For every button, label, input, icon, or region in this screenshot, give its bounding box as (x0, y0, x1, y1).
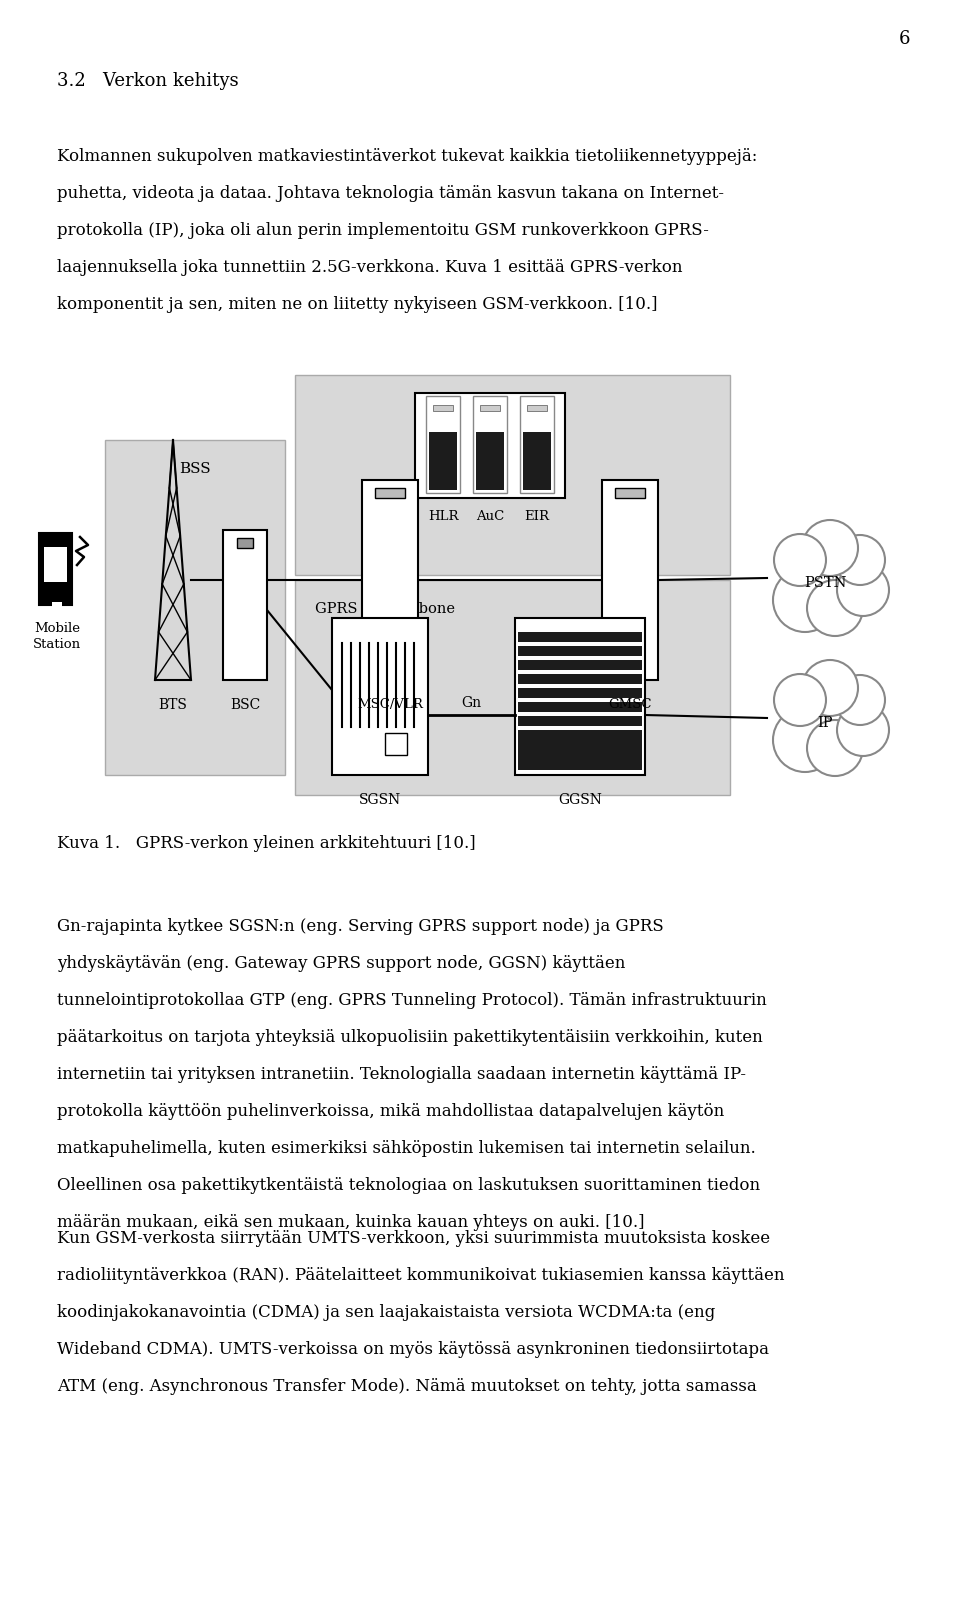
Text: tunnelointiprotokollaa GTP (eng. GPRS Tunneling Protocol). Tämän infrastruktuuri: tunnelointiprotokollaa GTP (eng. GPRS Tu… (57, 993, 767, 1009)
Text: NSS: NSS (495, 397, 529, 411)
Text: HLR: HLR (428, 511, 458, 524)
Bar (518, 716, 642, 725)
Text: koodinjakokanavointia (CDMA) ja sen laajakaistaista versiota WCDMA:ta (eng: koodinjakokanavointia (CDMA) ja sen laaj… (57, 1303, 715, 1321)
Bar (518, 660, 642, 669)
Text: BSS: BSS (180, 463, 211, 475)
Text: protokolla käyttöön puhelinverkoissa, mikä mahdollistaa datapalvelujen käytön: protokolla käyttöön puhelinverkoissa, mi… (57, 1103, 724, 1121)
Bar (476, 432, 504, 490)
Text: EIR: EIR (524, 511, 549, 524)
Text: GMSC: GMSC (609, 698, 652, 711)
Bar (426, 395, 460, 493)
Text: MSC/VLR: MSC/VLR (357, 698, 423, 711)
Circle shape (774, 674, 826, 725)
Bar (602, 480, 658, 680)
Circle shape (802, 660, 858, 716)
Circle shape (837, 704, 889, 756)
Bar (480, 405, 500, 411)
Text: ATM (eng. Asynchronous Transfer Mode). Nämä muutokset on tehty, jotta samassa: ATM (eng. Asynchronous Transfer Mode). N… (57, 1378, 756, 1394)
Bar (295, 375, 730, 575)
Text: päätarkoitus on tarjota yhteyksiä ulkopuolisiin pakettikytentäisiin verkkoihin, : päätarkoitus on tarjota yhteyksiä ulkopu… (57, 1029, 763, 1045)
Circle shape (773, 708, 837, 772)
Text: määrän mukaan, eikä sen mukaan, kuinka kauan yhteys on auki. [10.]: määrän mukaan, eikä sen mukaan, kuinka k… (57, 1214, 644, 1231)
Bar (237, 538, 253, 548)
Bar (518, 744, 642, 754)
Bar (429, 432, 457, 490)
Text: Gn: Gn (462, 696, 482, 709)
Circle shape (774, 535, 826, 586)
Bar (520, 395, 554, 493)
Bar (332, 618, 428, 775)
Text: puhetta, videota ja dataa. Johtava teknologia tämän kasvun takana on Internet-: puhetta, videota ja dataa. Johtava tekno… (57, 186, 724, 202)
Text: 6: 6 (899, 30, 910, 48)
Bar (223, 530, 267, 680)
Text: protokolla (IP), joka oli alun perin implementoitu GSM runkoverkkoon GPRS-: protokolla (IP), joka oli alun perin imp… (57, 223, 708, 239)
Text: komponentit ja sen, miten ne on liitetty nykyiseen GSM-verkkoon. [10.]: komponentit ja sen, miten ne on liitetty… (57, 296, 658, 314)
Text: 3.2   Verkon kehitys: 3.2 Verkon kehitys (57, 72, 239, 90)
Circle shape (835, 676, 885, 725)
Bar (518, 757, 642, 768)
Bar (518, 632, 642, 642)
Circle shape (773, 568, 837, 632)
Text: PSTN: PSTN (804, 576, 847, 591)
Text: GPRS IP Backbone: GPRS IP Backbone (315, 602, 455, 616)
Bar (518, 701, 642, 712)
Text: Oleellinen osa pakettikytkentäistä teknologiaa on laskutuksen suorittaminen tied: Oleellinen osa pakettikytkentäistä tekno… (57, 1177, 760, 1194)
Bar (433, 405, 453, 411)
Text: radioliityntäverkkoa (RAN). Päätelaitteet kommunikoivat tukiasemien kanssa käytt: radioliityntäverkkoa (RAN). Päätelaittee… (57, 1266, 784, 1284)
Bar (415, 392, 565, 498)
Bar (473, 395, 507, 493)
Bar (518, 688, 642, 698)
Bar (518, 730, 642, 770)
Circle shape (835, 535, 885, 584)
Circle shape (837, 564, 889, 616)
Bar (615, 488, 645, 498)
Bar (362, 480, 418, 680)
Text: BTS: BTS (158, 698, 187, 712)
Circle shape (807, 720, 863, 776)
Bar (295, 580, 730, 796)
Bar (375, 488, 405, 498)
Bar (523, 432, 551, 490)
Bar (39, 533, 72, 605)
Text: yhdyskäytävän (eng. Gateway GPRS support node, GGSN) käyttäen: yhdyskäytävän (eng. Gateway GPRS support… (57, 956, 625, 972)
Text: AuC: AuC (476, 511, 504, 524)
Circle shape (802, 520, 858, 576)
Bar (518, 730, 642, 740)
Text: Kolmannen sukupolven matkaviestintäverkot tukevat kaikkia tietoliikennetyyppejä:: Kolmannen sukupolven matkaviestintäverko… (57, 147, 757, 165)
Bar (105, 440, 285, 775)
Text: GGSN: GGSN (558, 792, 602, 807)
Text: internetiin tai yrityksen intranetiin. Teknologialla saadaan internetin käyttämä: internetiin tai yrityksen intranetiin. T… (57, 1066, 746, 1082)
Text: Mobile
Station: Mobile Station (33, 623, 81, 652)
Text: matkapuhelimella, kuten esimerkiksi sähköpostin lukemisen tai internetin selailu: matkapuhelimella, kuten esimerkiksi sähk… (57, 1140, 756, 1158)
Bar (385, 733, 407, 756)
Bar (518, 645, 642, 656)
Bar (515, 618, 645, 775)
Bar (527, 405, 547, 411)
Text: BSC: BSC (229, 698, 260, 712)
Text: SGSN: SGSN (359, 792, 401, 807)
Text: IP: IP (817, 716, 832, 730)
Bar (44, 548, 67, 583)
Text: laajennuksella joka tunnettiin 2.5G-verkkona. Kuva 1 esittää GPRS-verkon: laajennuksella joka tunnettiin 2.5G-verk… (57, 259, 683, 275)
Text: Kuva 1.   GPRS-verkon yleinen arkkitehtuuri [10.]: Kuva 1. GPRS-verkon yleinen arkkitehtuur… (57, 836, 475, 852)
Bar (52, 602, 62, 610)
Text: Kun GSM-verkosta siirrytään UMTS-verkkoon, yksi suurimmista muutoksista koskee: Kun GSM-verkosta siirrytään UMTS-verkkoo… (57, 1230, 770, 1247)
Bar (518, 674, 642, 684)
Text: Wideband CDMA). UMTS-verkoissa on myös käytössä asynkroninen tiedonsiirtotapa: Wideband CDMA). UMTS-verkoissa on myös k… (57, 1342, 769, 1358)
Text: Gn-rajapinta kytkee SGSN:n (eng. Serving GPRS support node) ja GPRS: Gn-rajapinta kytkee SGSN:n (eng. Serving… (57, 917, 663, 935)
Circle shape (807, 580, 863, 636)
